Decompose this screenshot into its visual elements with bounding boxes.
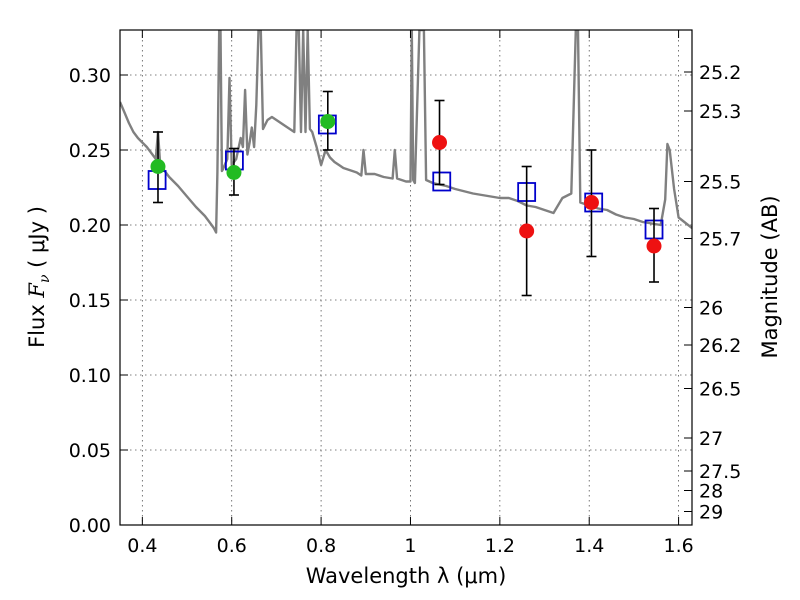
right-tick-label: 25.3 <box>699 101 741 123</box>
observed-point <box>583 195 599 210</box>
y-tick-label: 0.00 <box>69 515 111 537</box>
observed-point <box>519 223 535 239</box>
right-tick-label: 26.5 <box>699 379 741 401</box>
observed-photometry-layer <box>150 90 662 297</box>
right-tick-label: 29 <box>699 502 723 524</box>
observed-point <box>646 238 662 254</box>
x-tick-label: 0.8 <box>306 535 336 557</box>
plot-frame <box>119 29 693 526</box>
x-tick-label: 1.6 <box>663 535 693 557</box>
y-tick-label: 0.20 <box>69 215 111 237</box>
x-tick-label: 1 <box>404 535 416 557</box>
right-tick-label: 28 <box>699 481 723 503</box>
y-tick-label: 0.25 <box>69 140 111 162</box>
x-tick-label: 1.4 <box>574 535 604 557</box>
right-tick-label: 26 <box>699 298 723 320</box>
x-axis-label: Wavelength λ (μm) <box>306 564 507 588</box>
right-tick-label: 27.5 <box>699 461 741 483</box>
right-tick-label: 25.2 <box>699 62 741 84</box>
observed-point <box>226 165 242 180</box>
y-tick-label: 0.05 <box>69 440 111 462</box>
x-tick-label: 0.4 <box>127 535 157 557</box>
y-axis-label: Flux Fν ( μJy ) <box>25 206 53 348</box>
x-tick-label: 0.6 <box>217 535 247 557</box>
y-tick-label: 0.30 <box>69 65 111 87</box>
model-spectrum-line <box>120 30 692 234</box>
right-tick-label: 25.7 <box>699 229 741 251</box>
right-tick-label: 27 <box>699 428 723 450</box>
axis-ticks: 0.4 0.6 0.8 1 1.2 1.4 1.6 0.00 0.05 0.10 0.15 0.20 0… <box>69 30 741 557</box>
y-tick-label: 0.10 <box>69 365 111 387</box>
observed-point <box>432 135 448 150</box>
x-tick-label: 1.2 <box>485 535 515 557</box>
observed-point <box>150 159 166 174</box>
model-spectrum-layer <box>120 30 692 234</box>
right-tick-label: 25.5 <box>699 172 741 194</box>
right-axis-label: Magnitude (AB) <box>758 195 782 358</box>
observed-point <box>320 114 336 129</box>
right-tick-label: 26.2 <box>699 335 741 357</box>
model-photometry-box <box>432 171 452 192</box>
y-tick-label: 0.15 <box>69 290 111 312</box>
